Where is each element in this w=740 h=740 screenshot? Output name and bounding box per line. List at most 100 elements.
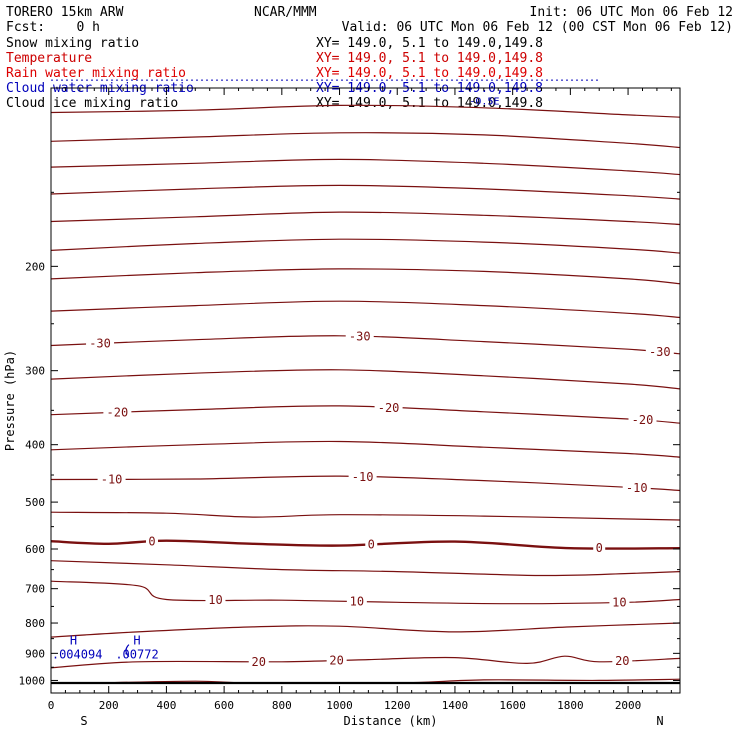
legend-label: Snow mixing ratio — [6, 36, 139, 51]
org-title: NCAR/MMM — [254, 5, 317, 20]
isotherm-label-bg — [645, 345, 674, 359]
cloud-water-label: -0.5E — [469, 97, 499, 108]
x-tick-label: 1000 — [326, 699, 353, 712]
init-time: Init: 06 UTC Mon 06 Feb 12 — [530, 5, 734, 20]
y-tick-label: 700 — [25, 583, 45, 596]
legend-xy: XY= 149.0, 5.1 to 149.0,149.8 — [316, 36, 543, 51]
isotherm-label: -30 — [349, 330, 371, 344]
isotherm-label: 20 — [252, 655, 266, 669]
y-tick-label: 400 — [25, 439, 45, 452]
isotherm-label-bg — [248, 654, 269, 668]
x-tick-label: 400 — [156, 699, 176, 712]
plot-area: -30 -30 -30 -20 -20 -20 -10 -10 -10 0 0 0 10 10 10 20 20… — [51, 79, 680, 685]
isotherm-label: 10 — [208, 593, 222, 607]
isotherm-line — [51, 268, 680, 285]
isotherm-line — [51, 511, 680, 521]
south-label: S — [80, 714, 87, 728]
isotherm-label-bg — [365, 537, 378, 551]
isotherm-line — [51, 405, 680, 424]
legend: Snow mixing ratio XY= 149.0, 5.1 to 149.0… — [6, 36, 543, 111]
isotherm-label: -20 — [378, 401, 400, 415]
isotherm-line — [51, 655, 680, 669]
y-tick-label: 900 — [25, 647, 45, 660]
cloud-water-high-value: .00772 — [115, 647, 158, 661]
isotherm-label-bg — [609, 595, 630, 609]
isotherm-line — [51, 580, 680, 605]
isotherm-label: -30 — [89, 337, 111, 351]
isotherm-label-bg — [348, 469, 377, 483]
cloud-water-high-value: .004094 — [52, 647, 103, 661]
isotherm-line — [51, 104, 680, 118]
isotherm-label-bg — [97, 472, 126, 486]
isotherm-label: 10 — [350, 595, 364, 609]
isotherm-label: 0 — [596, 541, 603, 555]
y-tick-label: 200 — [25, 260, 45, 273]
header: TORERO 15km ARW NCAR/MMM Init: 06 UTC Mo… — [6, 5, 733, 35]
x-tick-label: 1800 — [557, 699, 584, 712]
isotherm-label-bg — [205, 592, 226, 606]
isotherm-label: 0 — [148, 535, 155, 549]
legend-xy: XY= 149.0, 5.1 to 149.0,149.8 — [316, 66, 543, 81]
y-tick-label: 300 — [25, 365, 45, 378]
isotherm-label-bg — [345, 329, 374, 343]
isotherm-label: -20 — [107, 405, 129, 419]
legend-label: Rain water mixing ratio — [6, 66, 186, 81]
isotherm-label-bg — [622, 480, 651, 494]
isotherm-line — [51, 440, 680, 458]
isotherm-label-bg — [86, 336, 115, 350]
isotherm-label-bg — [628, 413, 657, 427]
plot-frame — [50, 87, 681, 694]
isotherm-label-bg — [612, 653, 633, 667]
isotherm-label: 10 — [612, 595, 626, 609]
x-tick-label: 1600 — [499, 699, 526, 712]
legend-label: Temperature — [6, 51, 92, 66]
isotherm-label-bg — [145, 534, 158, 548]
isotherm-label: -10 — [626, 481, 648, 495]
forecast-hour: Fcst: 0 h — [6, 20, 100, 35]
x-tick-label: 800 — [272, 699, 292, 712]
isotherm-line — [51, 211, 680, 226]
cloud-water-contour — [125, 644, 130, 658]
isotherm-label-bg — [103, 405, 132, 419]
cloud-water-high-marker: H — [70, 633, 77, 647]
y-axis-title: Pressure (hPa) — [3, 350, 17, 451]
y-tick-label: 600 — [25, 543, 45, 556]
x-tick-label: 200 — [99, 699, 119, 712]
isotherm-label: 0 — [368, 537, 375, 551]
y-tick-label: 500 — [25, 496, 45, 509]
isotherm-label: -20 — [632, 413, 654, 427]
north-label: N — [656, 714, 663, 728]
isotherm-label-bg — [326, 653, 347, 667]
x-tick-label: 2000 — [615, 699, 642, 712]
isotherm-line — [51, 132, 680, 149]
isotherm-label: 20 — [329, 653, 343, 667]
isotherm-label-bg — [374, 400, 403, 414]
x-tick-label: 600 — [214, 699, 234, 712]
isotherm-line — [51, 158, 680, 176]
isotherm-line — [51, 539, 680, 550]
legend-label: Cloud ice mixing ratio — [6, 96, 178, 111]
isotherm-label: -30 — [649, 345, 671, 359]
legend-xy: XY= 149.0, 5.1 to 149.0,149.8 — [316, 96, 543, 111]
y-tick-label: 800 — [25, 617, 45, 630]
isotherm-line — [51, 475, 680, 492]
x-axis-title: Distance (km) — [344, 714, 438, 728]
legend-xy: XY= 149.0, 5.1 to 149.0,149.8 — [316, 51, 543, 66]
isotherm-label: 20 — [615, 654, 629, 668]
valid-time: Valid: 06 UTC Mon 06 Feb 12 (00 CST Mon … — [342, 20, 733, 35]
isotherm-line — [51, 335, 680, 355]
model-title: TORERO 15km ARW — [6, 5, 124, 20]
axes: 0 200 400 600 800 1000 1200 1400 1600 1800 2000200… — [3, 87, 681, 728]
isotherm-line — [51, 238, 680, 254]
isotherm-label-bg — [593, 541, 606, 555]
isotherm-line — [51, 184, 680, 200]
isotherm-line — [51, 300, 680, 319]
isotherm-line — [51, 369, 680, 390]
x-tick-label: 0 — [48, 699, 55, 712]
x-tick-label: 1200 — [384, 699, 411, 712]
isotherm-label-bg — [346, 594, 367, 608]
isotherm-line — [51, 622, 680, 638]
isotherm-label: -10 — [101, 472, 123, 486]
isotherm-line — [51, 560, 680, 577]
